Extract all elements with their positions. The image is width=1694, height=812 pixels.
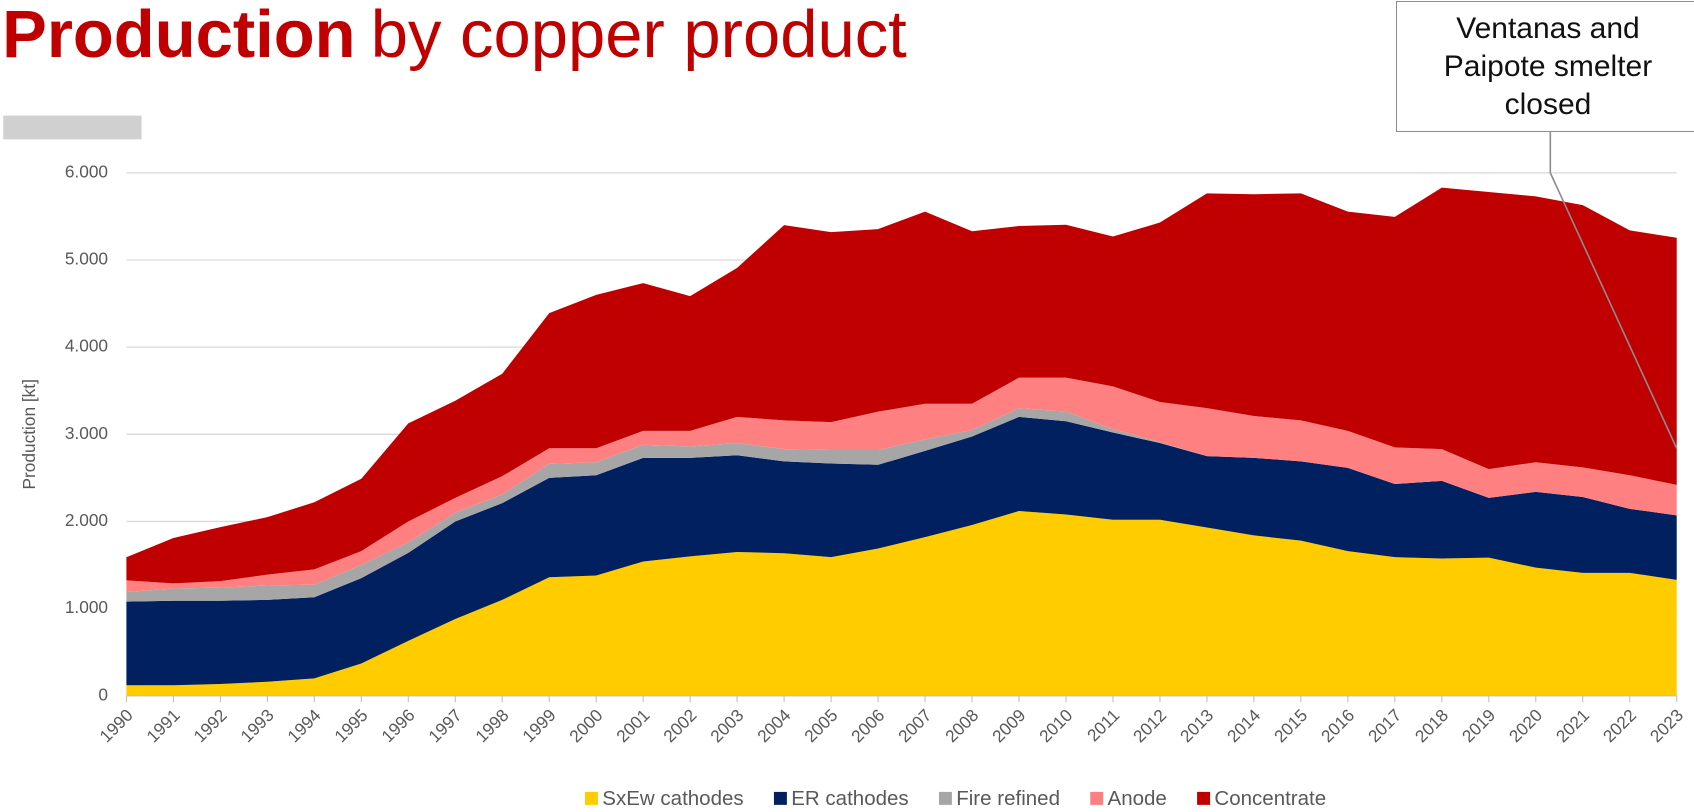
x-tick-label: 1999 [518, 705, 559, 746]
area [126, 416, 1677, 686]
y-tick-label: 1.000 [65, 597, 108, 617]
x-tick-label: 2003 [706, 705, 747, 746]
y-tick-label: 3.000 [65, 423, 108, 443]
x-tick-label: 2012 [1129, 705, 1170, 746]
legend-label: Fire refined [956, 787, 1060, 810]
legend-label: Anode [1108, 787, 1167, 810]
placeholder-bar [3, 115, 142, 140]
y-tick-label: 5.000 [65, 249, 108, 269]
x-tick-label: 2020 [1505, 705, 1546, 746]
x-tick-label: 2005 [800, 705, 841, 746]
x-tick-label: 2019 [1458, 705, 1499, 746]
legend-swatch [1197, 791, 1211, 805]
y-tick-label: 6.000 [65, 161, 108, 181]
x-tick-label: 2010 [1035, 705, 1076, 746]
chart-title: Production by copper product [2, 0, 907, 72]
area [126, 377, 1677, 593]
legend-label: SxEw cathodes [602, 787, 743, 810]
legend-label: ER cathodes [791, 787, 908, 810]
x-tick-label: 2017 [1364, 705, 1405, 746]
x-tick-label: 1997 [424, 705, 465, 746]
x-tick-label: 2018 [1411, 705, 1452, 746]
legend-swatch [584, 791, 598, 805]
x-tick-label: 2002 [659, 705, 700, 746]
y-tick-label: 4.000 [65, 336, 108, 356]
area [126, 408, 1677, 602]
x-tick-label: 1994 [283, 705, 325, 747]
x-tick-label: 2000 [565, 705, 606, 746]
x-tick-label: 2009 [988, 705, 1029, 746]
x-tick-label: 2001 [612, 705, 653, 746]
x-tick-label: 2016 [1317, 705, 1358, 746]
x-tick-label: 1998 [471, 705, 512, 746]
title-bold: Production [2, 0, 355, 72]
x-tick-label: 2022 [1599, 705, 1640, 746]
legend-label: Concentrate [1214, 787, 1326, 810]
annotation-line [1549, 131, 1678, 449]
x-tick-label: 2015 [1270, 705, 1311, 746]
x-tick-label: 2013 [1176, 705, 1217, 746]
x-tick-label: 1991 [142, 705, 183, 746]
x-tick-label: 2011 [1083, 705, 1123, 745]
x-tick-label: 1996 [377, 705, 418, 746]
x-tick-label: 2023 [1646, 705, 1687, 746]
x-tick-label: 2007 [894, 705, 935, 746]
x-tick-label: 1990 [95, 705, 136, 746]
legend-swatch [938, 791, 952, 805]
annotation: Ventanas and Paipote smelter closed [1396, 1, 1694, 132]
legend-swatch [773, 791, 787, 805]
title-regular: by copper product [371, 0, 907, 72]
x-tick-label: 2014 [1223, 705, 1265, 747]
x-tick-label: 1995 [330, 705, 371, 746]
x-tick-label: 2004 [753, 705, 795, 747]
legend-swatch [1090, 791, 1104, 805]
x-tick-label: 1993 [236, 705, 277, 746]
area [126, 187, 1677, 584]
y-axis-label: Production [kt] [19, 379, 39, 489]
y-tick-label: 0 [98, 684, 108, 704]
area [126, 510, 1677, 696]
x-tick-label: 2008 [941, 705, 982, 746]
y-tick-label: 2.000 [65, 510, 108, 530]
x-tick-label: 2021 [1552, 705, 1593, 746]
x-tick-label: 2006 [847, 705, 888, 746]
x-tick-label: 1992 [189, 705, 230, 746]
